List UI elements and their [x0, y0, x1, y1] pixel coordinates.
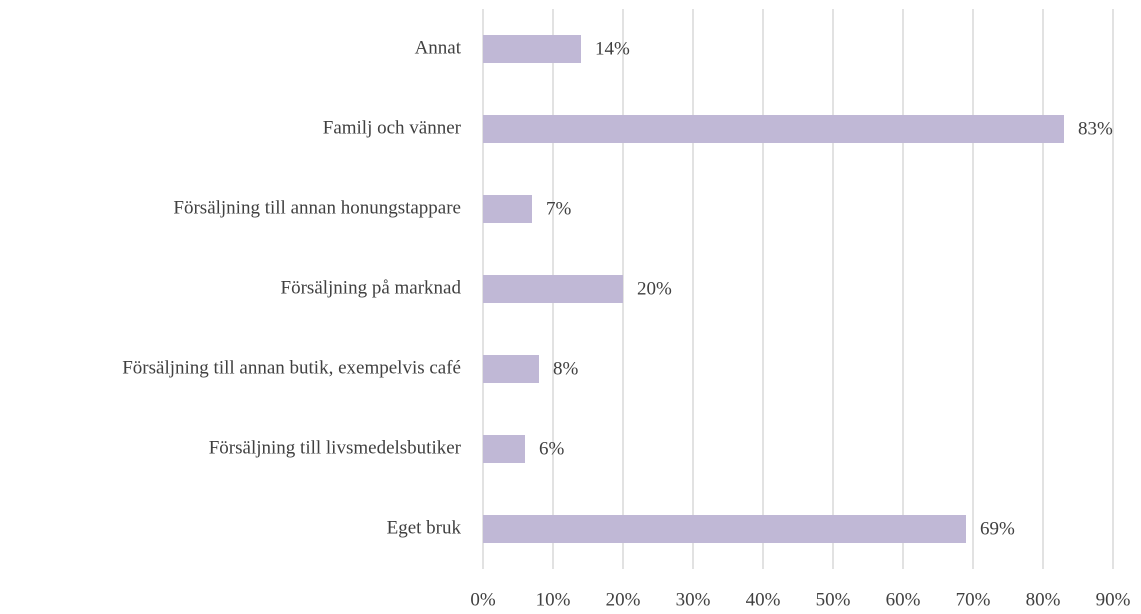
data-label: 14% — [595, 38, 630, 59]
bar — [483, 355, 539, 383]
bar — [483, 115, 1064, 143]
data-label: 7% — [546, 198, 572, 219]
data-label: 69% — [980, 518, 1015, 539]
y-tick-label: Försäljning till annan butik, exempelvis… — [122, 357, 461, 378]
x-tick-label: 20% — [606, 589, 641, 610]
x-tick-label: 40% — [746, 589, 781, 610]
bar — [483, 435, 525, 463]
bar — [483, 35, 581, 63]
x-tick-label: 90% — [1096, 589, 1131, 610]
x-tick-label: 80% — [1026, 589, 1061, 610]
x-tick-label: 60% — [886, 589, 921, 610]
x-tick-label: 0% — [470, 589, 496, 610]
data-label: 6% — [539, 438, 565, 459]
x-tick-label: 30% — [676, 589, 711, 610]
y-tick-label: Försäljning till livsmedelsbutiker — [209, 437, 462, 458]
data-label: 8% — [553, 358, 579, 379]
data-label: 83% — [1078, 118, 1113, 139]
bar — [483, 515, 966, 543]
bar — [483, 275, 623, 303]
y-tick-label: Försäljning på marknad — [281, 277, 462, 298]
y-tick-label: Familj och vänner — [323, 117, 462, 138]
x-tick-label: 10% — [536, 589, 571, 610]
data-label: 20% — [637, 278, 672, 299]
x-tick-label: 70% — [956, 589, 991, 610]
bar — [483, 195, 532, 223]
x-tick-label: 50% — [816, 589, 851, 610]
y-tick-label: Annat — [415, 37, 462, 58]
y-tick-label: Eget bruk — [387, 517, 462, 538]
y-tick-label: Försäljning till annan honungstappare — [173, 197, 461, 218]
